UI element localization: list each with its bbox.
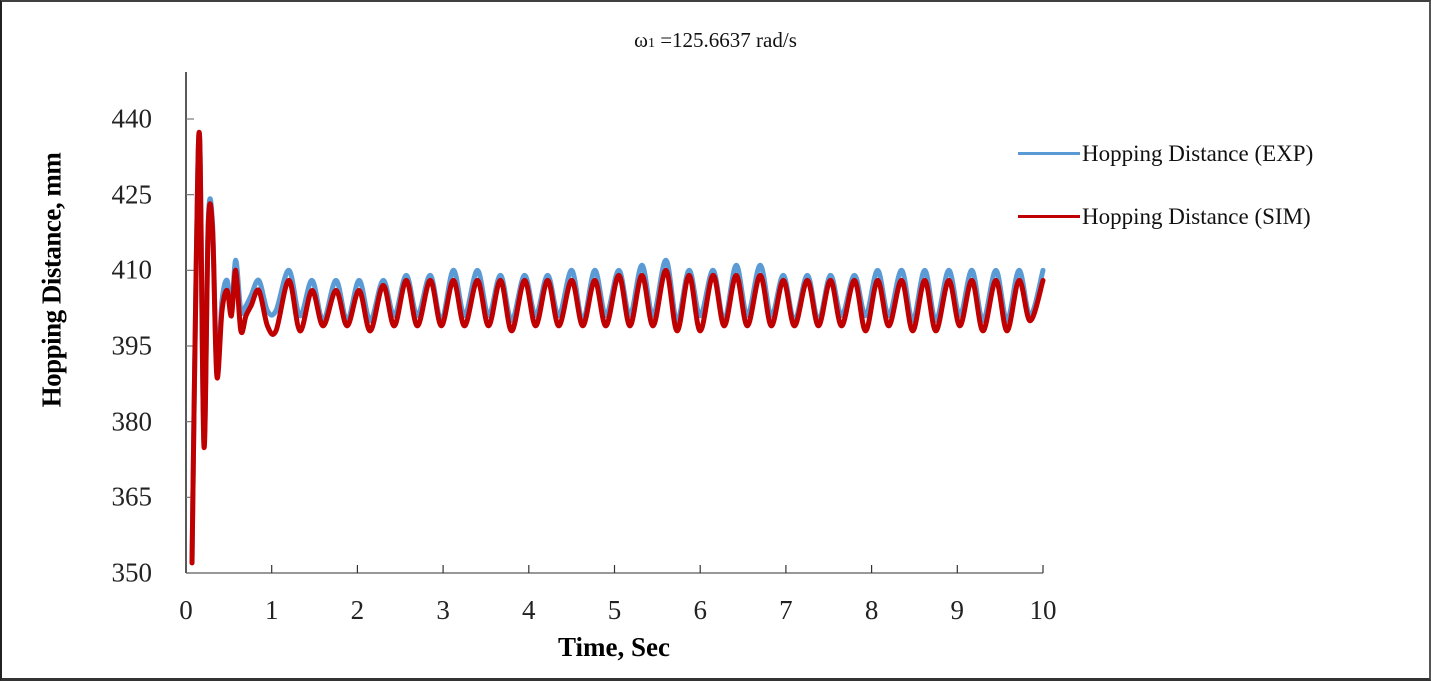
x-tick-label: 2 [350,595,365,625]
legend-label-sim: Hopping Distance (SIM) [1082,203,1311,229]
x-tick-label: 5 [607,595,622,625]
y-tick-label: 350 [111,557,153,588]
series-exp-line [189,130,1046,566]
legend-swatch-exp [1018,152,1080,155]
x-tick-label: 7 [779,595,793,625]
x-tick-label: 1 [264,595,279,625]
x-tick-label: 6 [693,595,707,625]
series-lines [189,129,1046,566]
x-tick-label: 0 [179,595,193,625]
legend-item-sim: Hopping Distance (SIM) [1018,185,1313,248]
x-tick-label: 8 [864,595,879,625]
y-tick-label: 380 [111,406,153,437]
y-tick-label: 395 [111,330,153,361]
legend-swatch-sim [1018,215,1080,218]
title-symbol: ω [634,28,648,52]
y-tick-label: 410 [111,254,153,285]
series-sim-line [189,129,1046,566]
chart-title: ω1 =125.6637 rad/s [0,28,1431,53]
title-subscript: 1 [647,36,655,51]
y-tick-label: 365 [111,481,153,512]
legend: Hopping Distance (EXP) Hopping Distance … [1018,122,1313,248]
title-rest: =125.6637 rad/s [654,28,797,52]
y-tick-label: 440 [111,103,153,134]
x-tick-label: 10 [1029,595,1057,625]
y-tick-label: 425 [111,179,153,210]
axes [185,72,1044,574]
x-tick-label: 4 [522,595,536,625]
x-tick-label: 9 [950,595,965,625]
legend-label-exp: Hopping Distance (EXP) [1082,140,1314,166]
x-tick-label: 3 [436,595,450,625]
legend-item-exp: Hopping Distance (EXP) [1018,122,1313,185]
x-axis-label: Time, Sec [558,632,670,662]
